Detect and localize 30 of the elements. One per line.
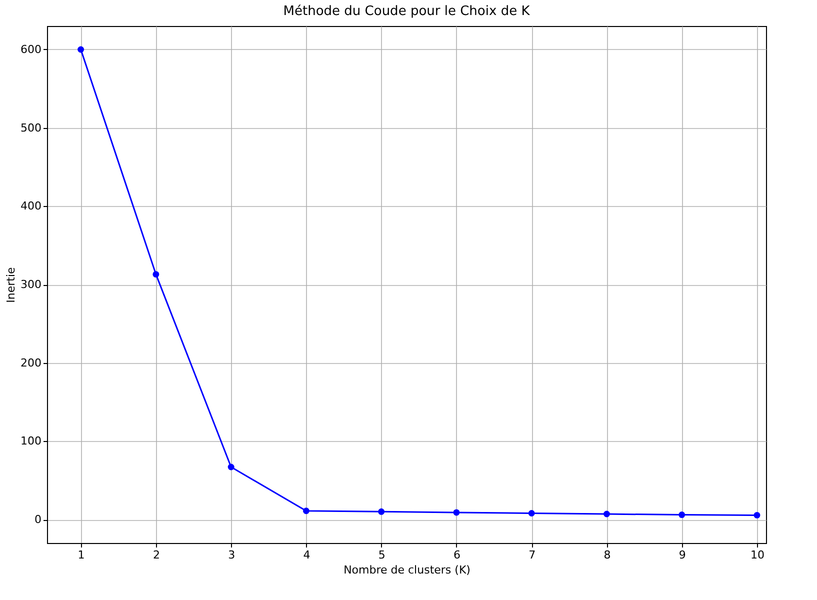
point [603,510,610,518]
x-tick-label: 9 [678,548,686,562]
point [378,508,385,515]
x-tick-label: 5 [378,548,386,562]
point [78,46,84,53]
x-tick-label: 8 [604,548,611,562]
point [754,512,760,518]
point [302,508,310,514]
y-tick-label: 100 [20,434,42,448]
point [678,512,686,518]
y-tick-label: 400 [20,200,42,213]
point [152,271,160,278]
x-tick-label: 3 [228,548,236,562]
y-axis-title: Inertie [4,266,18,303]
chart-title: Méthode du Coude pour le Choix de K [283,4,530,19]
x-tick-label: 4 [303,548,310,562]
y-tick-label: 500 [20,121,42,134]
x-tick-label: 7 [528,548,536,562]
x-tick-label: 1 [78,548,85,562]
point [528,510,535,516]
x-axis-title: Nombre de clusters (K) [344,564,470,576]
x-tick-label: 10 [750,548,764,562]
y-tick-label: 600 [20,43,42,56]
x-tick-label: 2 [152,548,160,562]
y-tick-label: 300 [20,278,42,291]
point [228,464,234,470]
point [453,509,460,516]
y-tick-label: 0 [34,513,42,526]
x-tick-label: 6 [453,548,460,562]
y-tick-label: 200 [20,356,42,370]
